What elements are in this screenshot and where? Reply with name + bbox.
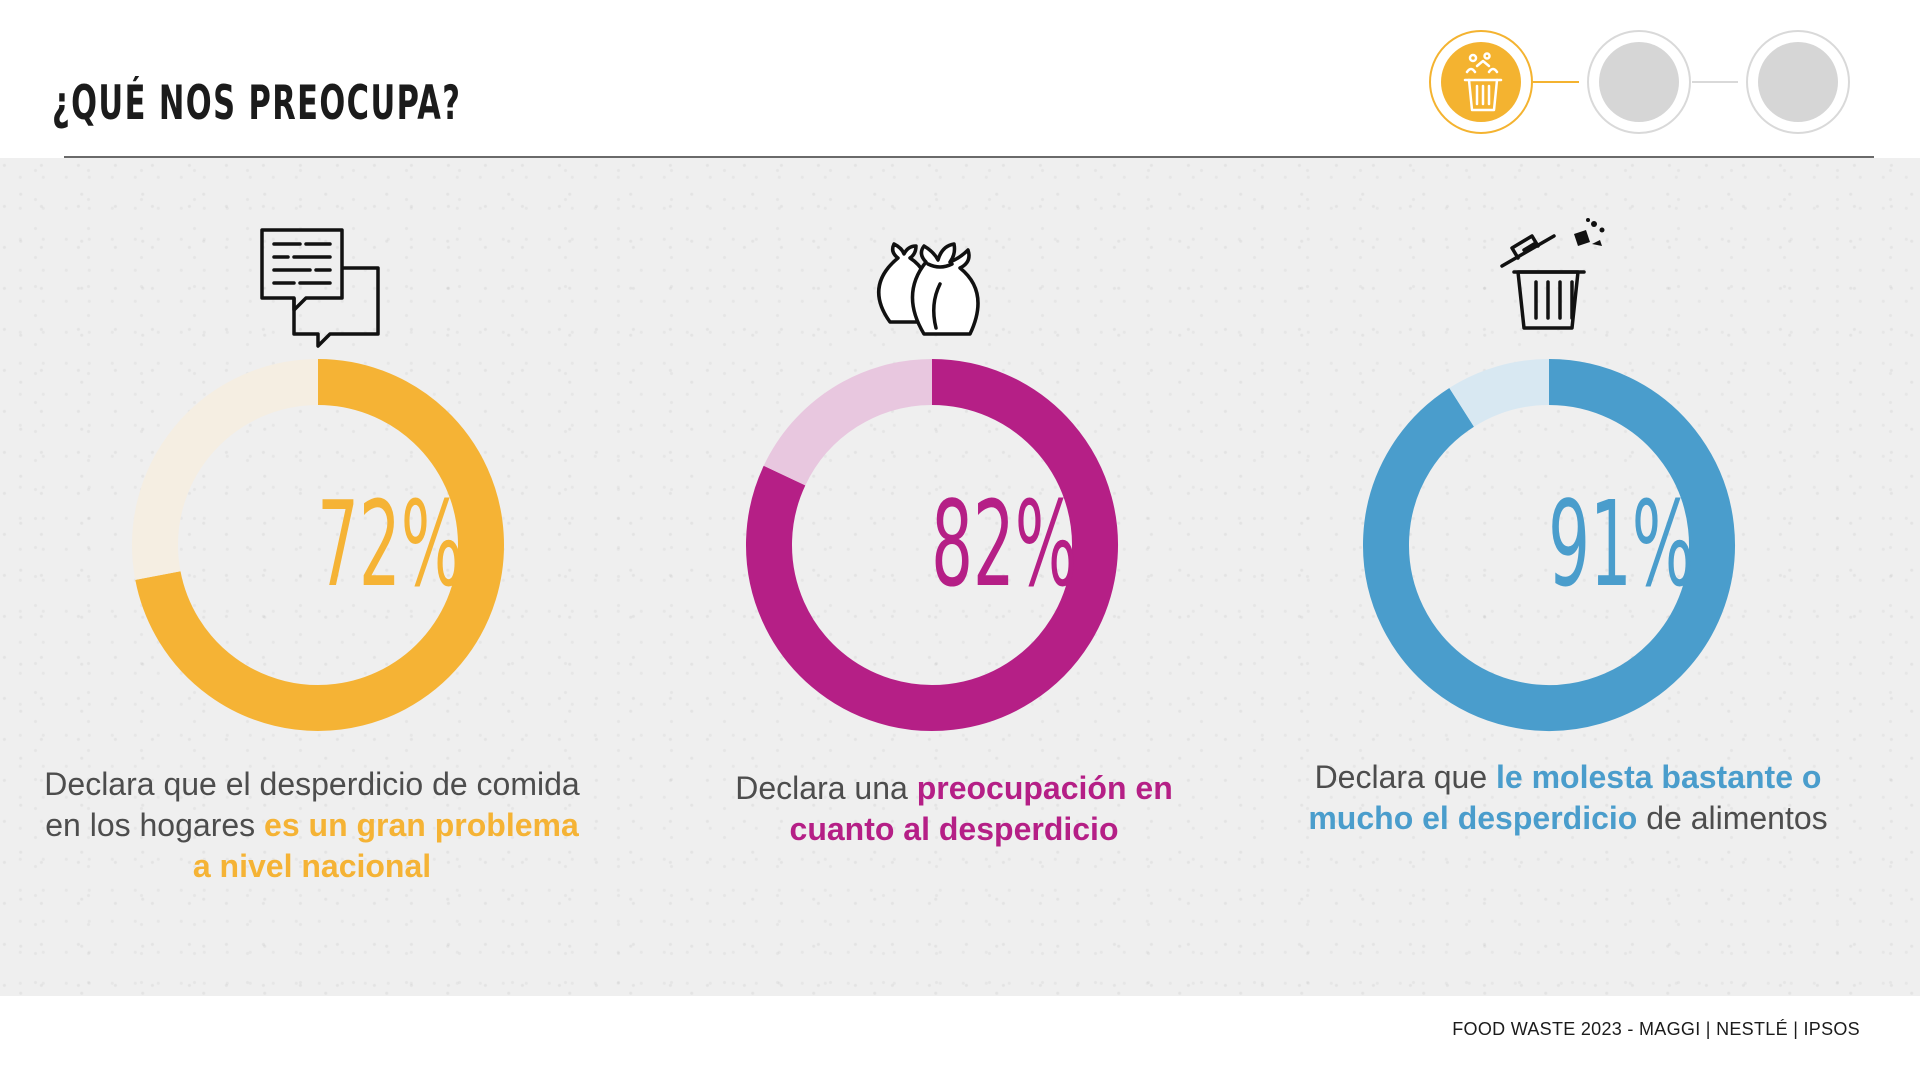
- donut-slice-remainder: [1449, 359, 1550, 428]
- step-3[interactable]: [1746, 30, 1850, 134]
- trash-icon: [1463, 52, 1503, 112]
- donut-percent-label: 82%: [931, 477, 1077, 614]
- step-3-fill: [1758, 42, 1838, 122]
- donut-slice-remainder: [763, 359, 933, 486]
- step-1-fill: [1441, 42, 1521, 122]
- caption-2: Declara una preocupación en cuanto al de…: [684, 768, 1224, 850]
- chat-bubbles-icon: [260, 228, 380, 348]
- caption-2-lead: Declara una: [735, 770, 917, 806]
- caption-1: Declara que el desperdicio de comida en …: [42, 764, 582, 887]
- donut-chart-2: 82%: [746, 359, 1118, 731]
- donut-slice-value: [1363, 359, 1735, 731]
- step-2-fill: [1599, 42, 1679, 122]
- stepper-connector: [1533, 81, 1579, 83]
- footer-credit: FOOD WASTE 2023 - MAGGI | NESTLÉ | IPSOS: [1452, 1019, 1860, 1039]
- donut-chart-1: 72%: [132, 359, 504, 731]
- stepper-connector: [1692, 81, 1738, 83]
- caption-3-tail: de alimentos: [1637, 800, 1828, 836]
- step-1[interactable]: [1429, 30, 1533, 134]
- donut-slice-remainder: [132, 359, 319, 580]
- caption-1-lead: Declara que el desperdicio de comida en …: [44, 766, 580, 843]
- garbage-bags-icon: [876, 242, 980, 336]
- header-divider: [64, 156, 1874, 158]
- caption-3: Declara que le molesta bastante o mucho …: [1303, 757, 1833, 839]
- donut-percent-label: 91%: [1548, 477, 1694, 614]
- donut-slice-value: [135, 359, 504, 731]
- donut-percent-label: 72%: [317, 477, 463, 614]
- page-title: ¿QUÉ NOS PREOCUPA?: [52, 76, 462, 131]
- donut-slice-value: [746, 359, 1118, 731]
- trash-can-icon: [1500, 218, 1605, 330]
- caption-3-highlight: le molesta bastante o mucho el desperdic…: [1308, 759, 1822, 836]
- donut-chart-3: 91%: [1363, 359, 1735, 731]
- caption-2-highlight: preocupación en cuanto al desperdicio: [789, 770, 1173, 847]
- step-2[interactable]: [1587, 30, 1691, 134]
- header: ¿QUÉ NOS PREOCUPA?: [0, 0, 1920, 157]
- caption-1-highlight: es un gran problema a nivel nacional: [192, 807, 579, 884]
- caption-3-lead: Declara que: [1314, 759, 1496, 795]
